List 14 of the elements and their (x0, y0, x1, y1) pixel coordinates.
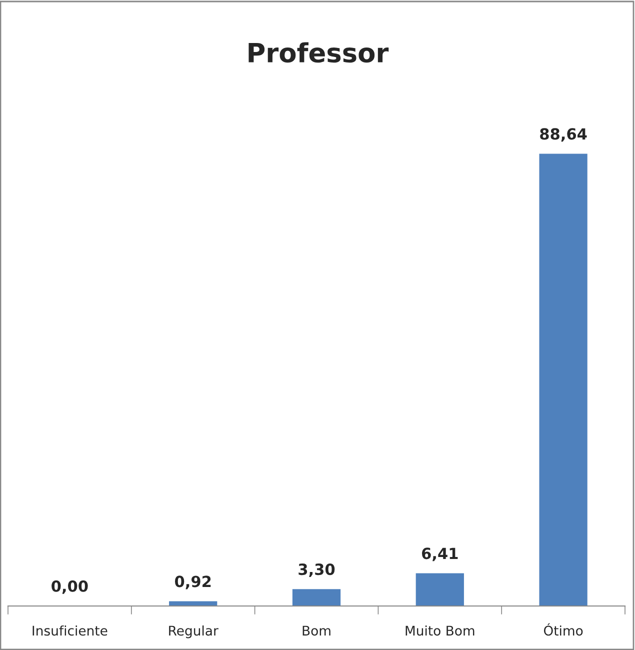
x-tick-label: Ótimo (544, 623, 583, 636)
x-tick-label: Regular (169, 625, 218, 638)
data-label: 0,92 (174, 576, 211, 590)
data-label: 6,41 (422, 548, 458, 562)
x-tick-label: Muito Bom (406, 625, 474, 636)
bar (539, 154, 588, 606)
bar (416, 573, 464, 606)
data-label: 0,00 (52, 580, 88, 594)
x-tick-label: Bom (302, 626, 330, 636)
data-label: 3,30 (298, 564, 335, 578)
bar (292, 589, 341, 606)
x-tick-label: Insuficiente (32, 625, 108, 636)
chart-title: Professor (248, 42, 389, 63)
data-label: 88,64 (540, 128, 587, 142)
